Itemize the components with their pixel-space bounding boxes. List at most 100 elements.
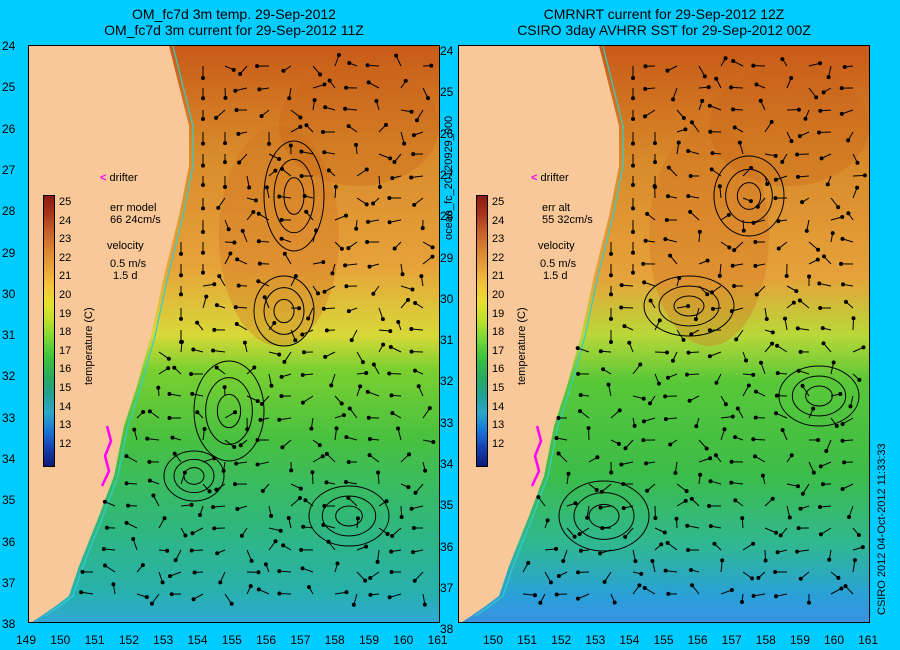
colorbar-tick: 25 xyxy=(59,196,72,208)
colorbar-tick: 13 xyxy=(492,419,505,432)
latitude-label: 27 xyxy=(2,162,16,177)
colorbar-tick: 13 xyxy=(59,419,72,432)
colorbar-tick: 22 xyxy=(59,251,72,264)
right-drifter-legend: < drifter xyxy=(531,172,569,184)
colorbar-tick: 15 xyxy=(492,382,505,394)
left-drifter-legend: < drifter xyxy=(100,172,138,184)
drifter-symbol: < xyxy=(531,172,538,184)
left-title-line2: OM_fc7d 3m current for 29-Sep-2012 11Z xyxy=(104,22,364,38)
right-velocity-time: 1.5 d xyxy=(543,270,568,282)
latitude-label: 29 xyxy=(2,245,16,260)
latitude-label: 28 xyxy=(440,209,454,224)
longitude-label: 151 xyxy=(517,633,538,647)
latitude-label: 26 xyxy=(440,126,454,141)
longitude-label: 161 xyxy=(858,633,879,647)
colorbar-tick: 16 xyxy=(492,363,505,376)
latitude-label: 34 xyxy=(440,457,454,471)
left-velocity-time: 1.5 d xyxy=(113,270,138,282)
longitude-label: 156 xyxy=(687,633,708,647)
colorbar-tick: 12 xyxy=(492,437,505,450)
latitude-label: 34 xyxy=(2,452,16,466)
right-velocity-label: velocity xyxy=(538,240,575,252)
longitude-label: 160 xyxy=(823,633,845,647)
left-colorbar-title: temperature (C) xyxy=(83,307,95,385)
latitude-label: 29 xyxy=(440,250,454,265)
left-map-panel[interactable] xyxy=(28,45,440,623)
latitude-label: 31 xyxy=(440,333,454,348)
colorbar-tick: 16 xyxy=(59,363,72,376)
latitude-label: 38 xyxy=(2,617,16,632)
colorbar-tick: 20 xyxy=(59,289,72,301)
latitude-label: 28 xyxy=(2,204,16,219)
longitude-label: 150 xyxy=(50,633,71,647)
longitude-label: 151 xyxy=(84,633,105,647)
latitude-label: 32 xyxy=(440,374,454,389)
colorbar-tick: 14 xyxy=(492,400,505,413)
longitude-label: 149 xyxy=(15,633,37,647)
center-run-label: ocean_fc_20120929_000 xyxy=(443,115,455,240)
longitude-label: 155 xyxy=(653,633,674,647)
colorbar-tick: 17 xyxy=(59,344,72,357)
colorbar-tick: 12 xyxy=(59,437,72,450)
latitude-label: 37 xyxy=(2,575,16,590)
latitude-label: 24 xyxy=(440,44,454,58)
right-map-svg xyxy=(459,46,869,622)
right-colorbar xyxy=(476,195,488,467)
longitude-label: 154 xyxy=(187,633,208,647)
latitude-label: 24 xyxy=(2,39,16,53)
colorbar-tick: 21 xyxy=(59,270,72,283)
longitude-label: 153 xyxy=(585,633,606,647)
colorbar-tick: 18 xyxy=(492,326,505,339)
latitude-label: 25 xyxy=(2,80,16,95)
colorbar-tick: 19 xyxy=(492,307,505,320)
colorbar-tick: 15 xyxy=(59,382,72,394)
longitude-label: 154 xyxy=(619,633,640,647)
latitude-label: 36 xyxy=(2,534,16,549)
latitude-label: 38 xyxy=(440,622,454,637)
left-velocity-scale: 0.5 m/s xyxy=(110,258,147,270)
longitude-label: 152 xyxy=(118,633,139,647)
latitude-label: 31 xyxy=(2,328,16,343)
right-velocity-scale: 0.5 m/s xyxy=(540,258,577,270)
colorbar-tick: 21 xyxy=(492,270,505,283)
longitude-label: 150 xyxy=(482,633,504,647)
longitude-label: 159 xyxy=(789,633,810,647)
right-map-panel[interactable] xyxy=(458,45,870,623)
left-err-label: err model xyxy=(110,202,157,214)
left-velocity-label: velocity xyxy=(107,240,144,252)
longitude-label: 158 xyxy=(324,633,345,647)
colorbar-tick: 17 xyxy=(492,344,505,357)
longitude-label: 153 xyxy=(153,633,174,647)
colorbar-tick: 20 xyxy=(492,289,505,301)
latitude-label: 36 xyxy=(440,539,454,554)
right-title-line1: CMRNRT current for 29-Sep-2012 12Z xyxy=(543,6,785,22)
latitude-label: 33 xyxy=(2,410,16,425)
latitude-label: 26 xyxy=(2,121,16,136)
drifter-label: drifter xyxy=(540,172,569,184)
colorbar-tick: 22 xyxy=(492,251,505,264)
right-title-line2: CSIRO 3day AVHRR SST for 29-Sep-2012 00Z xyxy=(517,22,811,38)
right-err-label: err alt xyxy=(542,202,571,214)
latitude-label: 30 xyxy=(440,291,454,306)
longitude-label: 152 xyxy=(551,633,572,647)
colorbar-tick: 18 xyxy=(59,326,72,339)
longitude-label: 160 xyxy=(393,633,414,647)
left-title-line1: OM_fc7d 3m temp. 29-Sep-2012 xyxy=(132,6,336,22)
latitude-label: 32 xyxy=(2,369,16,384)
drifter-label: drifter xyxy=(109,172,138,184)
drifter-symbol: < xyxy=(100,172,107,184)
colorbar-tick: 23 xyxy=(492,233,505,246)
colorbar-tick: 14 xyxy=(59,400,72,413)
longitude-label: 161 xyxy=(427,633,448,647)
colorbar-tick: 19 xyxy=(59,307,72,320)
colorbar-tick: 24 xyxy=(492,214,505,227)
latitude-label: 35 xyxy=(440,498,454,513)
left-colorbar xyxy=(43,195,55,467)
latitude-label: 37 xyxy=(440,580,454,595)
left-map-svg xyxy=(29,46,439,622)
colorbar-tick: 24 xyxy=(59,214,72,227)
longitude-label: 159 xyxy=(358,633,380,647)
longitude-label: 156 xyxy=(256,633,277,647)
longitude-label: 157 xyxy=(290,633,311,647)
colorbar-tick: 23 xyxy=(59,233,72,246)
